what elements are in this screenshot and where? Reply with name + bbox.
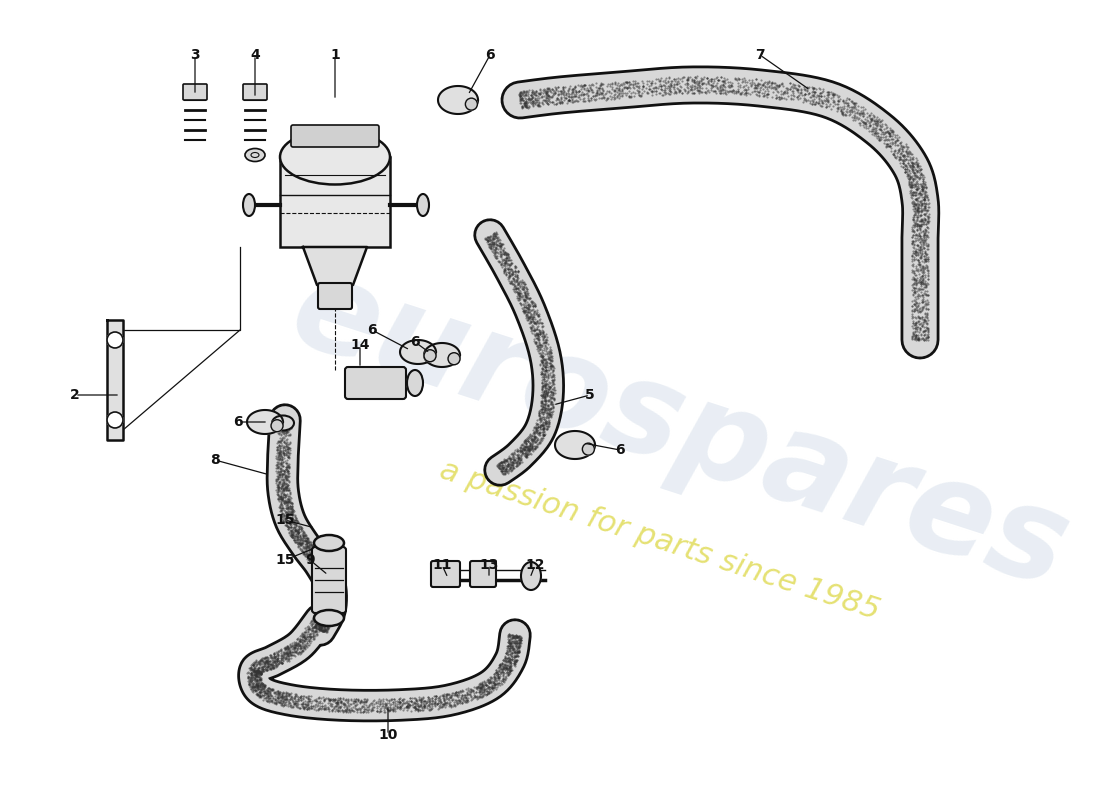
Text: 5: 5 [585, 388, 595, 402]
Polygon shape [248, 410, 283, 434]
Text: 6: 6 [410, 335, 420, 349]
Text: a passion for parts since 1985: a passion for parts since 1985 [437, 455, 883, 625]
Text: 6: 6 [615, 443, 625, 457]
Circle shape [271, 420, 283, 432]
Text: 10: 10 [378, 728, 398, 742]
Ellipse shape [245, 149, 265, 162]
Ellipse shape [314, 535, 344, 551]
Polygon shape [424, 343, 460, 367]
Text: 6: 6 [233, 415, 243, 429]
Ellipse shape [521, 562, 541, 590]
Circle shape [424, 350, 436, 362]
FancyBboxPatch shape [318, 283, 352, 309]
Ellipse shape [272, 415, 294, 430]
Ellipse shape [407, 370, 424, 396]
Text: 7: 7 [756, 48, 764, 62]
Ellipse shape [280, 130, 390, 185]
Ellipse shape [417, 194, 429, 216]
FancyBboxPatch shape [470, 561, 496, 587]
FancyBboxPatch shape [183, 84, 207, 100]
FancyBboxPatch shape [280, 157, 390, 247]
Polygon shape [400, 340, 436, 364]
Polygon shape [556, 431, 595, 459]
Circle shape [107, 412, 123, 428]
Ellipse shape [314, 610, 344, 626]
Text: 13: 13 [480, 558, 498, 572]
FancyBboxPatch shape [345, 367, 406, 399]
Text: eurospares: eurospares [276, 246, 1084, 614]
Text: 15: 15 [275, 553, 295, 567]
Ellipse shape [243, 194, 255, 216]
FancyBboxPatch shape [243, 84, 267, 100]
Text: 3: 3 [190, 48, 200, 62]
FancyBboxPatch shape [292, 125, 379, 147]
Text: 4: 4 [250, 48, 260, 62]
Text: 14: 14 [350, 338, 370, 352]
Circle shape [582, 443, 594, 455]
Text: 12: 12 [526, 558, 544, 572]
Circle shape [448, 353, 460, 365]
Text: 11: 11 [432, 558, 452, 572]
Text: 6: 6 [485, 48, 495, 62]
Text: 6: 6 [367, 323, 377, 337]
Polygon shape [107, 320, 123, 440]
Polygon shape [438, 86, 478, 114]
Circle shape [107, 332, 123, 348]
Text: 15: 15 [275, 513, 295, 527]
Circle shape [465, 98, 477, 110]
Text: 9: 9 [305, 553, 315, 567]
Text: 8: 8 [210, 453, 220, 467]
FancyBboxPatch shape [431, 561, 460, 587]
Text: 2: 2 [70, 388, 80, 402]
Text: 1: 1 [330, 48, 340, 62]
Polygon shape [302, 247, 367, 285]
FancyBboxPatch shape [312, 547, 346, 613]
